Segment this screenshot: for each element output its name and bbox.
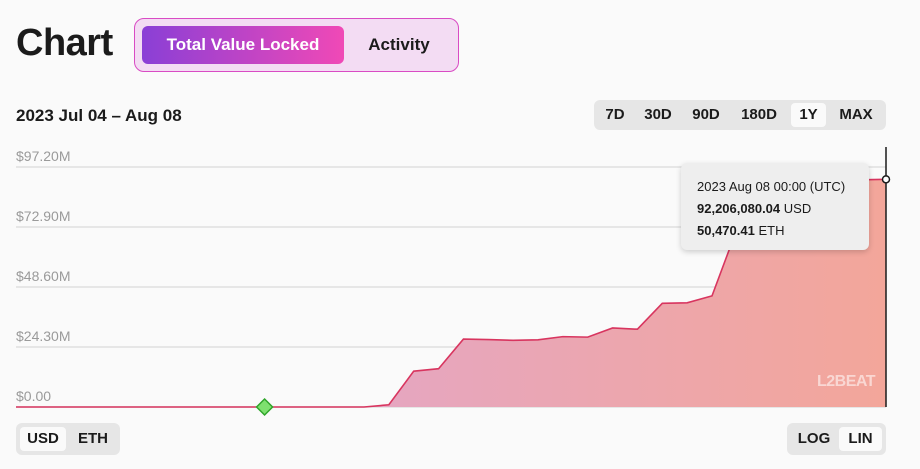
time-range-selector: 7D 30D 90D 180D 1Y MAX	[594, 100, 886, 130]
y-tick-label: $97.20M	[16, 148, 70, 164]
range-7d-button[interactable]: 7D	[605, 106, 625, 123]
chart-type-tabs: Total Value Locked Activity	[134, 18, 459, 72]
eth-button[interactable]: ETH	[78, 430, 108, 447]
y-tick-label: $72.90M	[16, 208, 70, 224]
y-tick-label: $48.60M	[16, 268, 70, 284]
usd-button[interactable]: USD	[20, 427, 66, 451]
hover-point	[881, 175, 891, 184]
range-1y-button[interactable]: 1Y	[791, 103, 826, 127]
tooltip-date: 2023 Aug 08 00:00 (UTC)	[697, 179, 846, 194]
tooltip-eth-unit: ETH	[758, 223, 785, 238]
tab-activity[interactable]: Activity	[368, 35, 430, 54]
range-30d-button[interactable]: 30D	[644, 106, 672, 123]
range-90d-button[interactable]: 90D	[692, 106, 720, 123]
range-max-button[interactable]: MAX	[839, 106, 873, 123]
l2beat-watermark: L2BEAT	[817, 373, 876, 390]
milestone-icon	[255, 397, 274, 417]
tooltip-eth-value: 50,470.41	[697, 223, 755, 238]
date-range-label: 2023 Jul 04 – Aug 08	[16, 106, 182, 125]
y-tick-label: $24.30M	[16, 328, 70, 344]
tab-total-value-locked[interactable]: Total Value Locked	[142, 26, 344, 64]
log-button[interactable]: LOG	[797, 430, 831, 447]
currency-toggle: USD ETH	[16, 423, 120, 455]
page-title: Chart	[16, 22, 113, 64]
range-180d-button[interactable]: 180D	[741, 106, 777, 123]
lin-button[interactable]: LIN	[839, 427, 882, 451]
scale-toggle: LOG LIN	[787, 423, 886, 455]
chart-tooltip: 2023 Aug 08 00:00 (UTC) 92,206,080.04 US…	[681, 163, 869, 250]
tooltip-usd-value: 92,206,080.04	[697, 201, 781, 216]
y-tick-label: $0.00	[16, 388, 51, 404]
tooltip-usd-unit: USD	[783, 201, 812, 216]
